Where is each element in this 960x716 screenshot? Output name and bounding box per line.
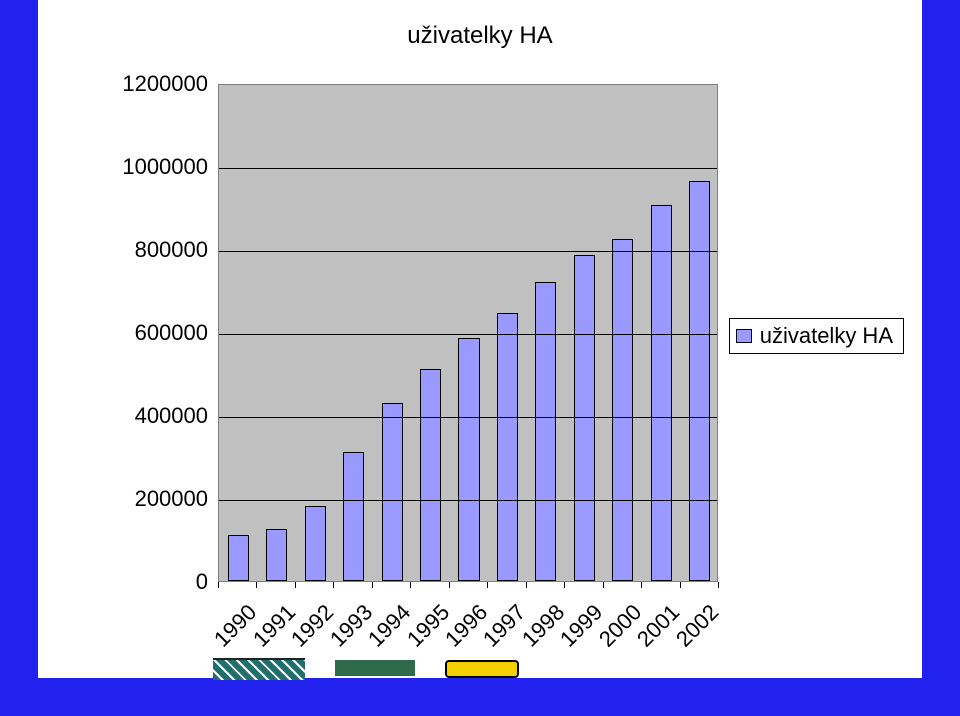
x-tick	[718, 582, 719, 588]
bar	[420, 369, 441, 581]
y-tick-label: 1200000	[98, 71, 208, 97]
bar	[305, 506, 326, 581]
y-tick-label: 1000000	[98, 154, 208, 180]
bar	[382, 403, 403, 581]
x-tick	[256, 582, 257, 588]
x-tick	[218, 582, 219, 588]
x-tick	[295, 582, 296, 588]
gridline	[219, 500, 717, 501]
chart-panel: uživatelky HA 02000004000006000008000001…	[38, 0, 922, 678]
x-tick-marks	[218, 582, 718, 590]
y-tick-label: 600000	[98, 320, 208, 346]
bar	[497, 313, 518, 581]
x-tick	[680, 582, 681, 588]
bar	[266, 529, 287, 581]
plot-area	[218, 84, 718, 582]
x-tick-label: 1994	[363, 599, 416, 652]
gridline	[219, 251, 717, 252]
legend-swatch	[736, 329, 752, 343]
x-tick-labels: 1990199119921993199419951996199719981999…	[218, 592, 718, 662]
y-tick-label: 0	[98, 569, 208, 595]
footer-decor	[213, 658, 553, 678]
gridline	[219, 168, 717, 169]
x-tick	[487, 582, 488, 588]
gridline	[219, 417, 717, 418]
x-tick	[410, 582, 411, 588]
x-tick	[641, 582, 642, 588]
bar	[612, 239, 633, 581]
bar	[343, 452, 364, 581]
x-tick	[333, 582, 334, 588]
bar	[458, 338, 479, 581]
x-tick	[564, 582, 565, 588]
x-tick	[603, 582, 604, 588]
bar	[535, 282, 556, 581]
decor-block-b	[335, 660, 415, 676]
x-tick	[526, 582, 527, 588]
gridline	[219, 334, 717, 335]
x-tick-label: 2002	[671, 599, 724, 652]
y-tick-label: 800000	[98, 237, 208, 263]
y-tick-label: 200000	[98, 486, 208, 512]
bar	[651, 205, 672, 581]
x-tick	[372, 582, 373, 588]
outer-frame: uživatelky HA 02000004000006000008000001…	[0, 0, 960, 716]
plot-wrap: 020000040000060000080000010000001200000	[108, 84, 718, 582]
chart-title: uživatelky HA	[38, 22, 922, 50]
legend-label: uživatelky HA	[760, 323, 893, 349]
bar	[574, 255, 595, 581]
y-tick-label: 400000	[98, 403, 208, 429]
bars-group	[219, 85, 717, 581]
decor-block-a	[213, 658, 305, 680]
bar	[689, 181, 710, 581]
x-tick	[449, 582, 450, 588]
decor-block-c	[445, 660, 519, 678]
bar	[228, 535, 249, 581]
legend: uživatelky HA	[729, 318, 904, 354]
